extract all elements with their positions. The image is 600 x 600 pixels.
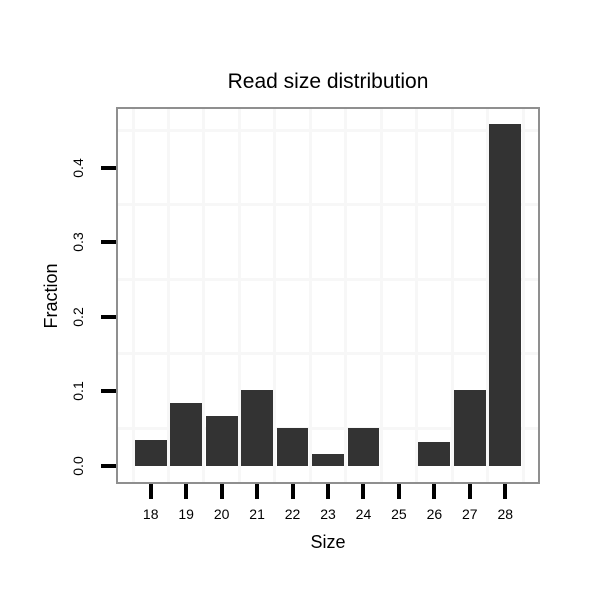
gridline-vertical [450, 109, 454, 482]
x-tick-label: 25 [391, 506, 407, 522]
gridline-vertical [379, 109, 383, 482]
bar-28 [489, 123, 522, 466]
y-axis-tick [101, 463, 116, 468]
gridline-vertical [415, 109, 419, 482]
bar-22 [276, 427, 309, 466]
gridline-vertical [486, 109, 490, 482]
bar-21 [241, 390, 274, 466]
gridline-vertical [202, 109, 206, 482]
x-tick-label: 18 [142, 506, 159, 522]
x-tick-label: 24 [355, 506, 372, 522]
x-axis-tick [467, 484, 472, 499]
plot-panel [116, 107, 540, 484]
x-axis-tick [432, 484, 437, 499]
x-axis-tick [184, 484, 189, 499]
x-tick-label: 26 [426, 506, 443, 522]
y-axis-label: Fraction [41, 263, 61, 329]
x-axis-tick [290, 484, 295, 499]
bar-18 [134, 440, 167, 466]
gridline-vertical [166, 109, 170, 482]
x-tick-label: 28 [497, 506, 514, 522]
gridline-vertical [521, 109, 525, 482]
x-tick-label: 22 [284, 506, 301, 522]
gridline-vertical [131, 109, 135, 482]
bar-23 [312, 453, 344, 466]
bar-20 [205, 415, 238, 466]
y-tick-label: 0.0 [70, 455, 86, 476]
y-tick-label: 0.1 [70, 381, 86, 401]
y-axis-tick [101, 240, 116, 245]
gridline-vertical [344, 109, 348, 482]
bar-27 [453, 390, 486, 466]
y-tick-label: 0.2 [70, 306, 86, 327]
x-tick-label: 19 [178, 506, 194, 522]
x-axis-tick [326, 484, 330, 499]
bar-24 [347, 427, 380, 466]
gridline-horizontal [118, 128, 538, 132]
y-axis-tick [101, 314, 116, 319]
x-axis-label: Size [310, 532, 346, 552]
x-axis-tick [361, 484, 366, 499]
y-axis-tick [101, 389, 116, 394]
gridline-vertical [308, 109, 312, 482]
gridline-horizontal [118, 352, 538, 356]
x-axis-tick [255, 484, 260, 499]
gridline-vertical [273, 109, 277, 482]
gridline-horizontal [118, 426, 538, 430]
x-axis-tick [396, 484, 401, 499]
gridline-horizontal [118, 277, 538, 281]
chart-title: Read size distribution [227, 70, 429, 93]
bar-19 [170, 403, 203, 466]
x-tick-label: 27 [462, 506, 478, 522]
x-axis-tick [148, 484, 153, 499]
x-axis-tick [219, 484, 224, 499]
y-tick-label: 0.4 [70, 157, 86, 178]
y-axis-tick [101, 165, 116, 170]
x-axis-tick [503, 484, 508, 499]
x-tick-label: 21 [249, 506, 265, 522]
x-tick-label: 23 [320, 506, 336, 522]
gridline-horizontal [118, 203, 538, 207]
bar-26 [418, 441, 451, 466]
gridline-vertical [237, 109, 241, 482]
y-tick-label: 0.3 [70, 232, 86, 252]
x-tick-label: 20 [213, 506, 230, 522]
